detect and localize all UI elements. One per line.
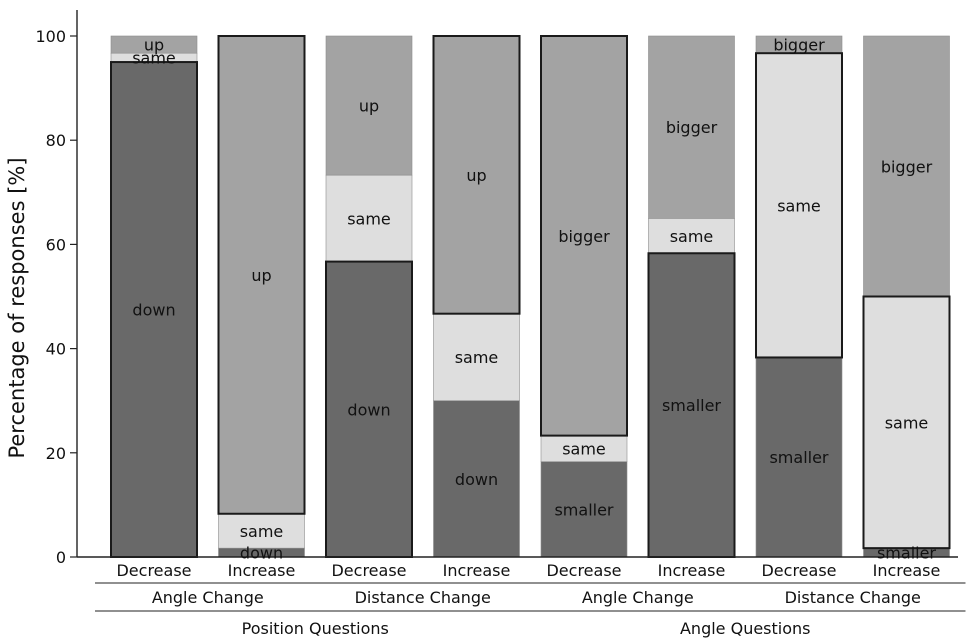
group-label: Distance Change [785,588,921,607]
x-category-label: Increase [443,561,511,580]
y-tick-label: 20 [46,444,66,463]
y-tick-label: 0 [56,548,66,567]
segment-label-smaller: smaller [769,448,828,467]
y-tick-label: 100 [35,27,66,46]
segment-label-same: same [777,196,821,215]
segment-label-up: up [251,266,271,285]
x-category-label: Increase [228,561,296,580]
segment-label-down: down [455,470,498,489]
y-tick-label: 40 [46,340,66,359]
y-tick-label: 60 [46,235,66,254]
bar-segment-same [863,296,950,549]
segment-label-same: same [885,413,929,432]
segment-label-up: up [359,97,379,116]
segment-label-same: same [670,227,714,246]
segment-label-smaller: smaller [662,396,721,415]
group-label: Angle Change [152,588,264,607]
bar-segment-down [325,261,413,558]
bar-segment-up [325,35,413,176]
x-category-label: Decrease [331,561,406,580]
bar-segment-same [433,313,520,401]
segment-label-bigger: bigger [666,118,718,137]
axis-layer [70,10,966,612]
supergroup-label: Position Questions [242,619,389,638]
highlight-outline [540,35,628,437]
bar-segment-down [110,61,198,558]
group-label: Angle Change [582,588,694,607]
segment-label-down: down [240,544,283,563]
bar-segment-bigger [648,35,735,219]
bar-segment-bigger [540,35,628,436]
segment-label-bigger: bigger [881,157,933,176]
bar-segment-same [755,52,843,358]
x-category-label: Decrease [546,561,621,580]
segment-label-down: down [347,400,390,419]
segment-label-same: same [240,522,284,541]
segment-label-same: same [562,440,606,459]
segment-label-smaller: smaller [877,544,936,563]
supergroup-label: Angle Questions [680,619,811,638]
x-category-label: Decrease [761,561,836,580]
y-tick-label: 80 [46,131,66,150]
bar-segment-up [433,35,520,314]
segment-label-bigger: bigger [773,36,825,55]
bar-segment-same [540,435,628,462]
bar-segment-same [648,218,735,254]
highlight-outline [432,35,521,315]
y-axis-label: Percentage of responses [%] [5,157,29,458]
segment-label-up: up [144,36,164,55]
bar-segment-smaller [540,461,628,558]
bars-layer [110,35,951,559]
bar-segment-bigger [863,35,950,297]
segment-label-bigger: bigger [558,227,610,246]
highlight-outline [755,52,843,359]
x-category-label: Increase [873,561,941,580]
segment-label-same: same [347,209,391,228]
segment-label-smaller: smaller [554,500,613,519]
label-layer: downsameupDecreasedownsameupIncreasedown… [35,27,940,638]
x-category-label: Decrease [116,561,191,580]
bar-segment-down [433,400,520,558]
bar-segment-up [110,35,198,54]
highlight-outline [862,295,951,550]
highlight-outline [217,35,306,515]
bar-segment-up [218,35,305,515]
segment-label-down: down [132,301,175,320]
x-category-label: Increase [658,561,726,580]
segment-label-same: same [132,49,176,68]
segment-label-up: up [466,166,486,185]
group-label: Distance Change [355,588,491,607]
segment-label-same: same [455,348,499,367]
bar-segment-same [218,513,305,549]
